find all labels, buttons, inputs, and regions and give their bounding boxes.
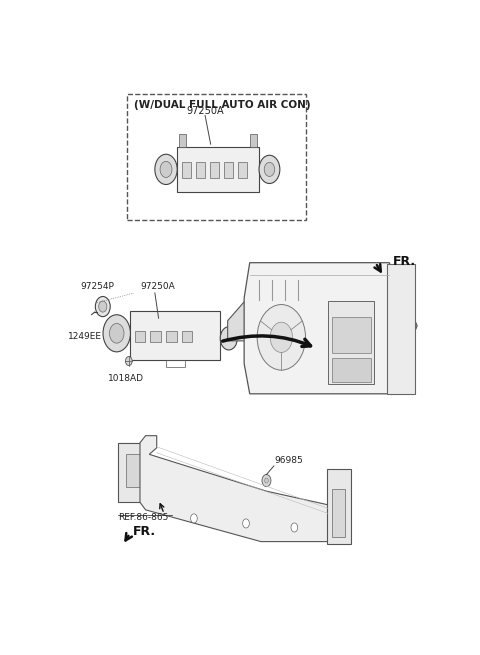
Bar	[135, 331, 145, 342]
Bar	[127, 94, 305, 220]
Circle shape	[125, 356, 132, 365]
Bar	[126, 455, 140, 487]
Text: 97254P: 97254P	[81, 282, 114, 291]
Bar	[151, 331, 161, 342]
Circle shape	[270, 322, 292, 352]
Circle shape	[220, 327, 237, 350]
Text: FR.: FR.	[132, 525, 156, 538]
Text: 97250A: 97250A	[140, 282, 175, 291]
Circle shape	[99, 301, 107, 312]
Text: FR.: FR.	[393, 255, 416, 268]
Circle shape	[109, 324, 124, 343]
Bar	[166, 360, 185, 367]
Circle shape	[191, 514, 197, 523]
Circle shape	[257, 305, 306, 370]
Circle shape	[259, 155, 280, 183]
Circle shape	[155, 155, 177, 185]
Bar	[177, 147, 259, 192]
Polygon shape	[140, 436, 343, 542]
Circle shape	[160, 161, 172, 178]
Bar	[182, 331, 192, 342]
Circle shape	[103, 315, 131, 352]
Bar	[251, 134, 257, 147]
Bar	[327, 469, 351, 544]
Bar	[332, 489, 345, 536]
Bar	[179, 134, 186, 147]
Bar	[166, 331, 177, 342]
Bar	[118, 443, 145, 502]
Bar	[181, 162, 191, 178]
Circle shape	[96, 297, 110, 316]
Circle shape	[243, 519, 249, 528]
Text: 1249EE: 1249EE	[68, 332, 102, 341]
Bar	[328, 301, 374, 384]
Text: 96985: 96985	[274, 457, 303, 466]
Bar	[387, 264, 415, 394]
Text: REF.86-865: REF.86-865	[118, 514, 168, 522]
Circle shape	[291, 523, 298, 532]
Bar	[238, 162, 248, 178]
Circle shape	[262, 474, 271, 487]
Circle shape	[264, 162, 275, 176]
Text: (W/DUAL FULL AUTO AIR CON): (W/DUAL FULL AUTO AIR CON)	[134, 100, 311, 110]
Polygon shape	[244, 263, 417, 394]
Bar	[196, 162, 205, 178]
Text: 1018AD: 1018AD	[108, 373, 144, 383]
Bar	[332, 317, 371, 354]
Circle shape	[264, 478, 268, 483]
Bar	[224, 162, 233, 178]
Polygon shape	[228, 301, 252, 341]
Bar	[210, 162, 219, 178]
Bar	[131, 311, 220, 360]
Bar	[332, 358, 371, 383]
Text: 97250A: 97250A	[186, 106, 224, 117]
